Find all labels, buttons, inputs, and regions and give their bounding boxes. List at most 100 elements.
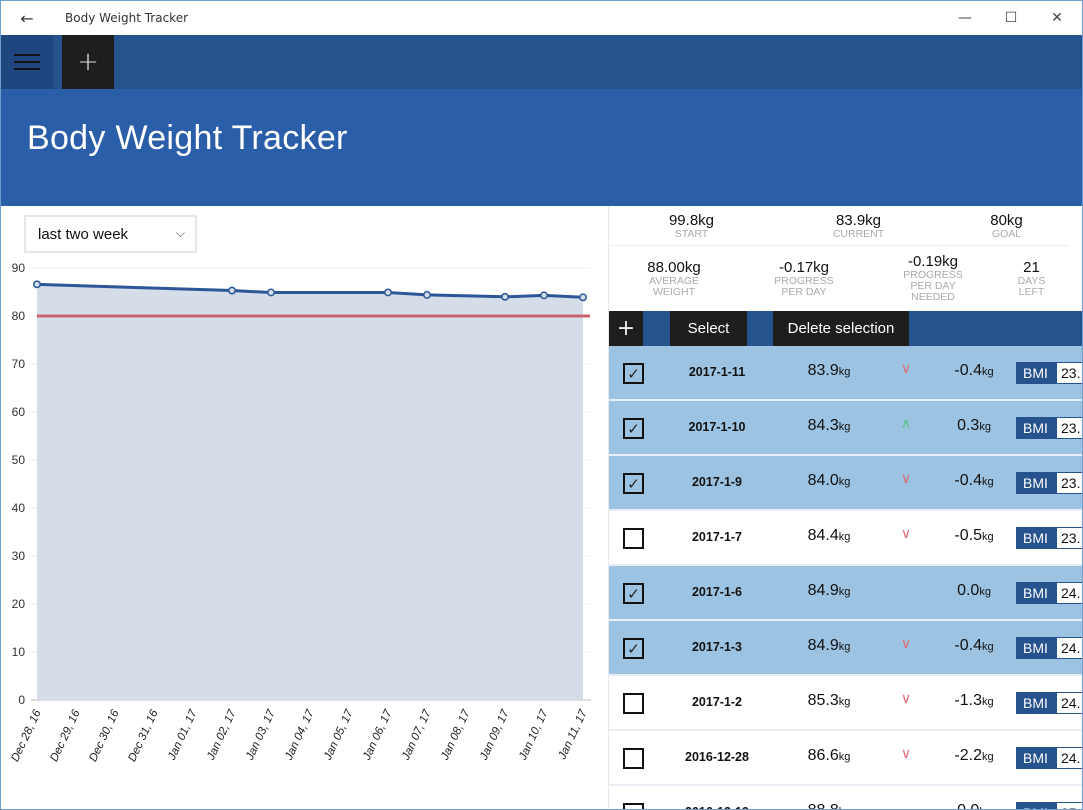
list-item[interactable]: ✓ 2017-1-3 84.9kg ∨ -0.4kg BMI 24. — [609, 621, 1082, 676]
stat-days-left: 21 DAYS LEFT — [1009, 259, 1054, 298]
maximize-button[interactable]: ☐ — [1004, 10, 1018, 26]
entry-diff-value: -0.5 — [954, 527, 982, 544]
stat-progress: -0.17kg PROGRESS PER DAY — [754, 259, 854, 298]
stat-days-left-label: LEFT — [1018, 286, 1045, 298]
bmi-badge: BMI 24. — [1016, 692, 1082, 714]
x-tick-label: Dec 31, 16 — [126, 708, 161, 764]
x-tick-label: Dec 29, 16 — [48, 708, 83, 764]
entry-diff-value: 0.3 — [957, 417, 980, 434]
delete-selection-button[interactable]: Delete selection — [773, 311, 909, 346]
weight-unit: kg — [838, 531, 851, 543]
entry-weight-value: 84.3 — [807, 417, 839, 434]
x-tick-label: Jan 02, 17 — [205, 708, 239, 763]
hamburger-icon-line — [14, 68, 40, 70]
diff-unit: kg — [981, 531, 994, 543]
arrow-left-icon: ← — [20, 8, 34, 28]
entry-diff: -1.3kg — [939, 692, 1009, 710]
list-item[interactable]: ✓ 2017-1-10 84.3kg ∧ 0.3kg BMI 23. — [609, 401, 1082, 456]
entry-diff-value: 0.0 — [957, 802, 979, 809]
y-tick-label: 70 — [12, 357, 26, 371]
stat-goal-value: 80kg — [990, 212, 1023, 229]
x-tick-label: Jan 10, 17 — [517, 708, 551, 763]
weight-unit: kg — [838, 641, 851, 653]
page-header: Body Weight Tracker — [1, 89, 1082, 206]
chevron-down-icon: ⌵ — [175, 226, 185, 240]
add-entry-list-button[interactable]: + — [609, 311, 643, 346]
back-button[interactable]: ← — [1, 9, 53, 28]
x-tick-label: Jan 03, 17 — [244, 708, 278, 763]
entry-weight: 83.9kg — [779, 362, 879, 380]
checkmark-icon: ✓ — [627, 475, 640, 493]
entry-weight: 88.8kg — [779, 802, 879, 809]
entry-weight-value: 85.3 — [807, 692, 839, 709]
command-bar: + — [1, 35, 1082, 89]
window-title: Body Weight Tracker — [65, 11, 189, 25]
bmi-value: 23. — [1057, 528, 1082, 548]
entry-weight-value: 84.4 — [807, 527, 839, 544]
entry-weight-value: 84.9 — [807, 637, 839, 654]
row-checkbox[interactable] — [623, 748, 644, 769]
entry-date: 2017-1-3 — [691, 640, 743, 654]
entry-weight-value: 86.6 — [807, 747, 839, 764]
entry-diff-value: -1.3 — [954, 692, 982, 709]
stat-days-left-label: DAYS — [1017, 275, 1046, 287]
stat-goal-label: GOAL — [991, 228, 1022, 240]
x-tick-label: Dec 30, 16 — [87, 708, 122, 764]
list-item[interactable]: 2017-1-7 84.4kg ∨ -0.5kg BMI 23. — [609, 511, 1082, 566]
list-item[interactable]: 2016-12-28 86.6kg ∨ -2.2kg BMI 24. — [609, 731, 1082, 786]
hamburger-menu-button[interactable] — [1, 35, 53, 89]
x-tick-label: Jan 04, 17 — [283, 708, 317, 763]
stat-goal: 80kg GOAL — [954, 212, 1059, 240]
row-checkbox[interactable]: ✓ — [623, 638, 644, 659]
bmi-label: BMI — [1017, 363, 1057, 383]
list-item[interactable]: ✓ 2017-1-11 83.9kg ∨ -0.4kg BMI 23. — [609, 346, 1082, 401]
row-checkbox[interactable]: ✓ — [623, 418, 644, 439]
entry-list: ✓ 2017-1-11 83.9kg ∨ -0.4kg BMI 23. ✓ 2017-1-10 8… — [609, 346, 1082, 809]
select-button[interactable]: Select — [670, 311, 747, 346]
entry-date: 2016-12-19 — [669, 805, 765, 809]
diff-unit: kg — [981, 476, 994, 488]
diff-unit: kg — [979, 586, 991, 598]
title-bar: ← Body Weight Tracker — ☐ ✕ — [1, 1, 1082, 35]
entry-diff-value: 0.0 — [957, 582, 980, 599]
entry-diff-value: -2.2 — [954, 747, 982, 764]
list-item[interactable]: 2016-12-1988.8kg0.0kgBMI25. — [609, 786, 1082, 809]
x-tick-label: Jan 05, 17 — [322, 708, 356, 763]
list-item[interactable]: ✓ 2017-1-6 84.9kg 0.0kg BMI 24. — [609, 566, 1082, 621]
row-checkbox[interactable] — [623, 803, 644, 809]
entry-weight-value: 88.8 — [808, 802, 839, 809]
entry-diff: 0.3kg — [939, 417, 1009, 435]
y-tick-label: 0 — [18, 693, 25, 707]
entry-weight-value: 84.0 — [807, 472, 839, 489]
stat-progress-value: -0.17kg — [778, 259, 830, 276]
row-checkbox[interactable]: ✓ — [623, 473, 644, 494]
row-checkbox[interactable]: ✓ — [623, 363, 644, 384]
bmi-value: 25. — [1057, 803, 1082, 809]
chevron-down-icon: ∨ — [900, 525, 912, 541]
bmi-value: 24. — [1057, 583, 1082, 603]
list-item[interactable]: 2017-1-2 85.3kg ∨ -1.3kg BMI 24. — [609, 676, 1082, 731]
entry-diff-value: -0.4 — [954, 362, 982, 379]
row-checkbox[interactable] — [623, 528, 644, 549]
entry-weight-value: 83.9 — [807, 362, 839, 379]
stat-progress-label: PROGRESS — [774, 275, 834, 287]
x-tick-label: Jan 06, 17 — [361, 708, 395, 763]
x-tick-label: Jan 11, 17 — [556, 708, 590, 762]
x-tick-label: Jan 01, 17 — [166, 708, 200, 763]
list-toolbar: + Select Delete selection — [609, 311, 1082, 346]
range-select[interactable]: last two week ⌵ — [24, 215, 197, 253]
y-tick-label: 30 — [12, 549, 26, 563]
checkmark-icon: ✓ — [627, 640, 640, 658]
list-item[interactable]: ✓ 2017-1-9 84.0kg ∨ -0.4kg BMI 23. — [609, 456, 1082, 511]
row-checkbox[interactable]: ✓ — [623, 583, 644, 604]
row-checkbox[interactable] — [623, 693, 644, 714]
stat-current-value: 83.9kg — [835, 212, 882, 229]
chevron-down-icon: ∨ — [900, 470, 912, 486]
close-button[interactable]: ✕ — [1051, 10, 1063, 26]
minimize-button[interactable]: — — [958, 10, 972, 26]
chevron-down-icon: ∨ — [900, 745, 912, 761]
add-entry-button[interactable]: + — [62, 35, 114, 89]
range-select-value: last two week — [38, 225, 129, 243]
stats-panel: 99.8kg START 83.9kg CURRENT 80kg GOAL 88… — [608, 206, 1082, 809]
bmi-value: 23. — [1057, 363, 1082, 383]
